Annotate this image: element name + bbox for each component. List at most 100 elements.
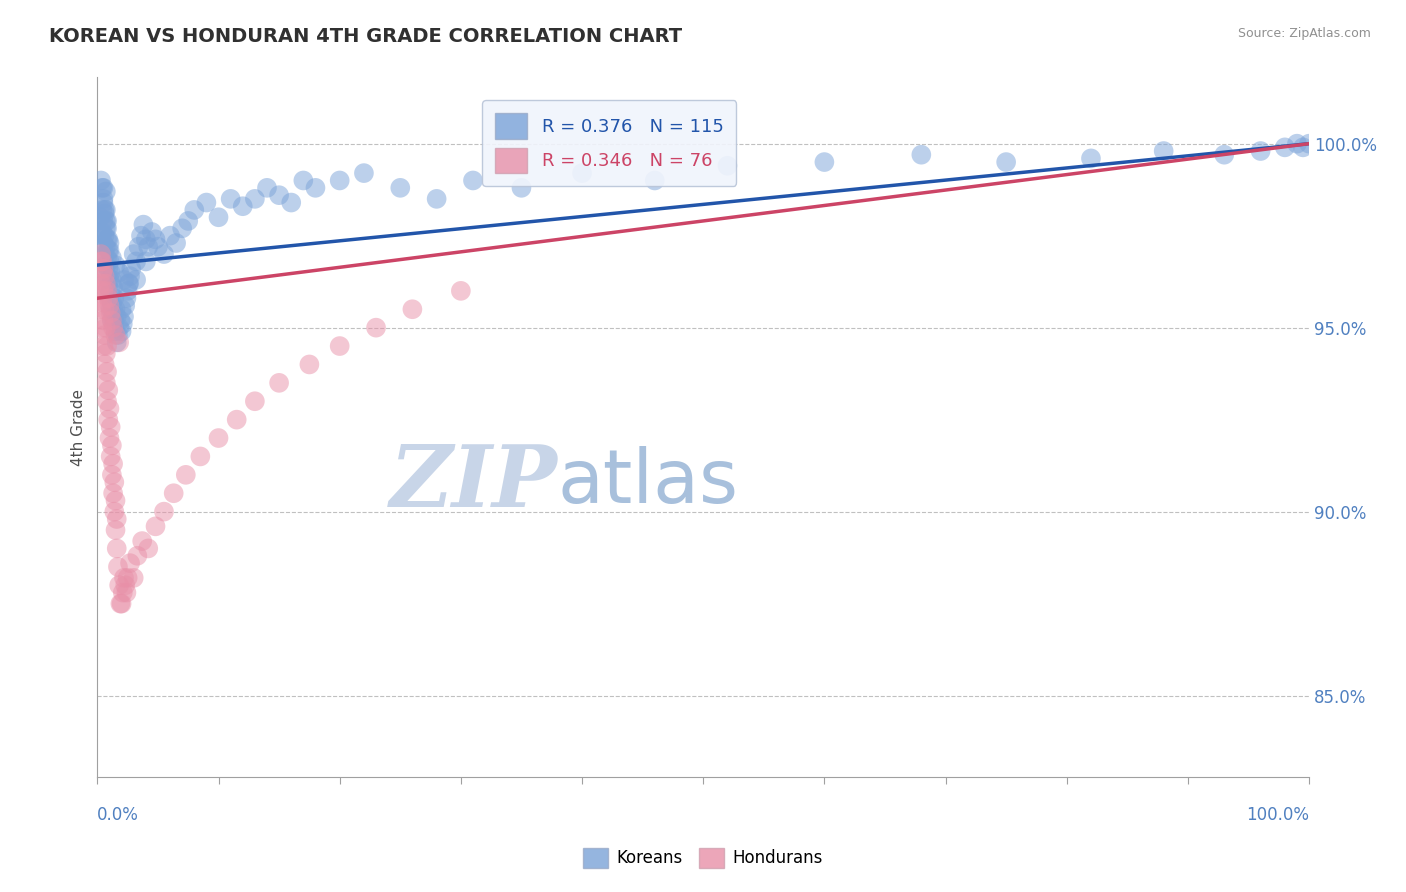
Point xyxy=(108,320,131,334)
Point xyxy=(94,221,117,235)
Point xyxy=(461,173,484,187)
Point xyxy=(91,320,114,334)
Point xyxy=(108,335,131,350)
Point xyxy=(1080,152,1102,166)
Point xyxy=(510,181,533,195)
Point xyxy=(110,302,132,317)
Point xyxy=(122,571,145,585)
Point xyxy=(93,228,115,243)
Point xyxy=(450,284,472,298)
Point xyxy=(91,265,114,279)
Point xyxy=(107,559,129,574)
Point xyxy=(91,294,114,309)
Point xyxy=(90,254,112,268)
Point xyxy=(195,195,218,210)
Point xyxy=(98,273,121,287)
Point xyxy=(93,202,115,217)
Point xyxy=(101,467,124,482)
Point xyxy=(94,376,117,390)
Point xyxy=(910,147,932,161)
Point xyxy=(105,310,128,324)
Point xyxy=(104,258,127,272)
Point xyxy=(298,358,321,372)
Point xyxy=(104,324,127,338)
Point xyxy=(995,155,1018,169)
Point xyxy=(91,254,114,268)
Point xyxy=(104,328,127,343)
Point xyxy=(90,277,112,291)
Point xyxy=(104,302,127,317)
Point xyxy=(243,394,266,409)
Point xyxy=(111,317,134,331)
Point xyxy=(101,313,124,327)
Point xyxy=(292,173,315,187)
Point xyxy=(177,214,200,228)
Point xyxy=(96,269,118,284)
Point xyxy=(110,313,132,327)
Point xyxy=(98,291,121,305)
Point xyxy=(100,420,122,434)
Point xyxy=(93,247,115,261)
Point xyxy=(207,211,229,225)
Point xyxy=(93,313,115,327)
Point xyxy=(110,597,132,611)
Point xyxy=(98,235,121,250)
Point xyxy=(101,486,124,500)
Point xyxy=(644,173,666,187)
Point xyxy=(1250,144,1272,158)
Text: Source: ZipAtlas.com: Source: ZipAtlas.com xyxy=(1237,27,1371,40)
Legend: R = 0.376   N = 115, R = 0.346   N = 76: R = 0.376 N = 115, R = 0.346 N = 76 xyxy=(482,101,737,186)
Point xyxy=(122,247,145,261)
Point xyxy=(98,299,121,313)
Point xyxy=(813,155,835,169)
Point xyxy=(90,302,112,317)
Point xyxy=(1274,140,1296,154)
Point xyxy=(118,277,141,291)
Point xyxy=(127,549,149,563)
Point xyxy=(571,166,593,180)
Point xyxy=(105,335,128,350)
Point xyxy=(100,450,122,464)
Point xyxy=(97,232,120,246)
Point xyxy=(1285,136,1308,151)
Point xyxy=(96,251,118,265)
Point xyxy=(243,192,266,206)
Point xyxy=(94,346,117,360)
Point xyxy=(120,556,142,570)
Point xyxy=(125,254,148,268)
Text: ZIP: ZIP xyxy=(389,442,558,524)
Point xyxy=(353,166,375,180)
Point xyxy=(135,254,157,268)
Point xyxy=(120,261,142,276)
Point xyxy=(101,273,124,287)
Point xyxy=(94,202,117,217)
Point xyxy=(120,269,142,284)
Point xyxy=(98,431,121,445)
Point xyxy=(1298,136,1320,151)
Point xyxy=(183,202,205,217)
Point xyxy=(96,394,118,409)
Point xyxy=(97,383,120,397)
Point xyxy=(93,206,115,220)
Point xyxy=(117,284,139,298)
Point xyxy=(96,232,118,246)
Point xyxy=(145,519,167,533)
Point xyxy=(93,302,115,317)
Point xyxy=(117,571,139,585)
Point xyxy=(93,269,115,284)
Point xyxy=(93,261,115,276)
Point xyxy=(108,265,131,279)
Point xyxy=(401,302,423,317)
Point xyxy=(97,412,120,426)
Point xyxy=(364,320,387,334)
Point xyxy=(280,195,302,210)
Point xyxy=(94,277,117,291)
Point xyxy=(103,475,125,490)
Point xyxy=(90,173,112,187)
Point xyxy=(91,181,114,195)
Text: 0.0%: 0.0% xyxy=(97,806,139,824)
Point xyxy=(128,240,150,254)
Point xyxy=(105,512,128,526)
Point xyxy=(97,280,120,294)
Point xyxy=(94,258,117,272)
